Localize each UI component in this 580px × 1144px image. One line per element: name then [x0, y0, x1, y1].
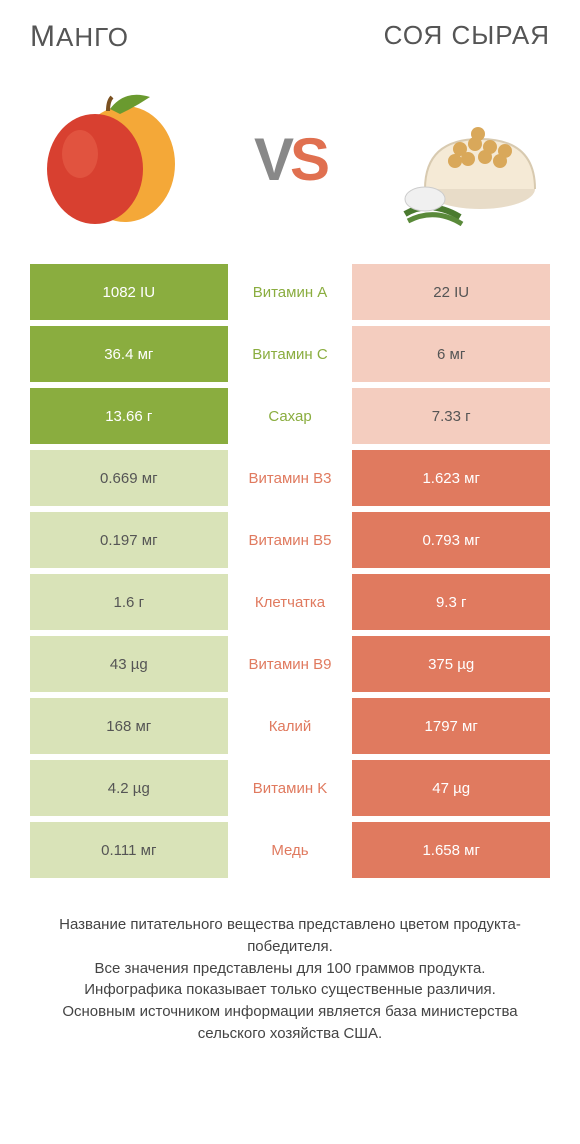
nutrient-label-cell: Витамин B5	[228, 512, 353, 568]
nutrient-label-cell: Медь	[228, 822, 353, 878]
table-row: 4.2 µgВитамин K47 µg	[30, 760, 550, 816]
left-value-cell: 0.197 мг	[30, 512, 228, 568]
right-food-title: СОЯ СЫРАЯ	[384, 20, 550, 54]
right-value-cell: 9.3 г	[352, 574, 550, 630]
right-value-cell: 1.623 мг	[352, 450, 550, 506]
table-row: 0.197 мгВитамин B50.793 мг	[30, 512, 550, 568]
left-food-title: MАНГО	[30, 20, 129, 54]
vs-label: VS	[254, 125, 326, 194]
left-value-cell: 0.669 мг	[30, 450, 228, 506]
nutrient-label-cell: Витамин K	[228, 760, 353, 816]
left-value-cell: 36.4 мг	[30, 326, 228, 382]
right-value-cell: 6 мг	[352, 326, 550, 382]
footer-line-1: Название питательного вещества представл…	[30, 914, 550, 958]
right-value-cell: 375 µg	[352, 636, 550, 692]
nutrient-label-cell: Калий	[228, 698, 353, 754]
table-row: 1.6 гКлетчатка9.3 г	[30, 574, 550, 630]
mango-image	[30, 79, 190, 239]
left-value-cell: 168 мг	[30, 698, 228, 754]
left-value-cell: 1.6 г	[30, 574, 228, 630]
vs-v: V	[254, 126, 290, 193]
footer-line-4: Основным источником информации является …	[30, 1001, 550, 1045]
nutrient-label-cell: Клетчатка	[228, 574, 353, 630]
right-value-cell: 0.793 мг	[352, 512, 550, 568]
right-value-cell: 22 IU	[352, 264, 550, 320]
left-value-cell: 1082 IU	[30, 264, 228, 320]
table-row: 1082 IUВитамин A22 IU	[30, 264, 550, 320]
table-row: 168 мгКалий1797 мг	[30, 698, 550, 754]
table-row: 0.669 мгВитамин B31.623 мг	[30, 450, 550, 506]
nutrient-label-cell: Витамин B9	[228, 636, 353, 692]
left-value-cell: 13.66 г	[30, 388, 228, 444]
right-value-cell: 7.33 г	[352, 388, 550, 444]
vs-s: S	[290, 126, 326, 193]
images-row: VS	[0, 64, 580, 264]
footer-line-2: Все значения представлены для 100 граммо…	[30, 958, 550, 980]
left-value-cell: 4.2 µg	[30, 760, 228, 816]
nutrient-label-cell: Витамин B3	[228, 450, 353, 506]
right-value-cell: 1.658 мг	[352, 822, 550, 878]
table-row: 36.4 мгВитамин C6 мг	[30, 326, 550, 382]
footer-notes: Название питательного вещества представл…	[0, 884, 580, 1045]
soy-image	[390, 79, 550, 239]
table-row: 43 µgВитамин B9375 µg	[30, 636, 550, 692]
left-title-rest: АНГО	[56, 22, 129, 52]
footer-line-3: Инфографика показывает только существенн…	[30, 979, 550, 1001]
header: MАНГО СОЯ СЫРАЯ	[0, 0, 580, 64]
nutrient-label-cell: Сахар	[228, 388, 353, 444]
left-value-cell: 0.111 мг	[30, 822, 228, 878]
table-row: 13.66 гСахар7.33 г	[30, 388, 550, 444]
table-row: 0.111 мгМедь1.658 мг	[30, 822, 550, 878]
right-value-cell: 47 µg	[352, 760, 550, 816]
left-title-cap: M	[30, 20, 56, 53]
nutrient-label-cell: Витамин A	[228, 264, 353, 320]
nutrient-label-cell: Витамин C	[228, 326, 353, 382]
left-value-cell: 43 µg	[30, 636, 228, 692]
comparison-table: 1082 IUВитамин A22 IU 36.4 мгВитамин C6 м…	[0, 264, 580, 878]
right-value-cell: 1797 мг	[352, 698, 550, 754]
